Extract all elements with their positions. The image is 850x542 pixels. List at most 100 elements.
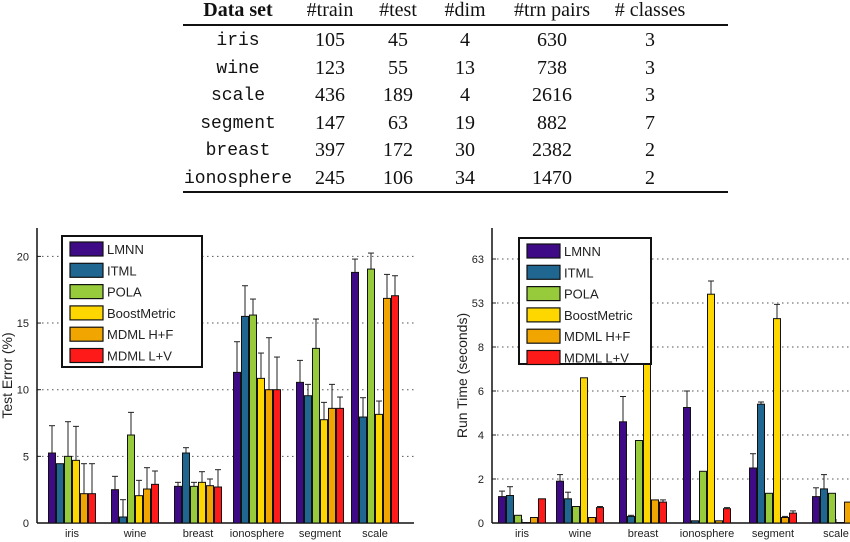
- column-header: #dim: [444, 0, 486, 21]
- x-tick-label: iris: [65, 528, 80, 540]
- y-tick-label: 20: [17, 251, 29, 263]
- bar-lmnn-ionosphere: [233, 371, 241, 524]
- x-tick-label: ionosphere: [230, 528, 284, 540]
- x-tick-label: breast: [628, 528, 659, 540]
- table-cell: 2616: [532, 84, 572, 107]
- table-cell: 19: [455, 111, 475, 134]
- table-cell: 55: [388, 56, 408, 79]
- table-cell: 3: [645, 56, 655, 79]
- legend-box: [61, 235, 203, 368]
- bar-mdml-l-v-ionosphere: [723, 508, 731, 524]
- bar-boostmetric-breast: [198, 481, 206, 524]
- bar-pola-wine: [572, 506, 580, 524]
- bar-pola-breast: [190, 485, 198, 524]
- bar-itml-iris: [56, 463, 64, 524]
- legend-label: POLA: [107, 285, 142, 300]
- bar-boostmetric-scale: [836, 522, 844, 524]
- column-header: #test: [379, 0, 417, 21]
- legend-label: MDML H+F: [564, 329, 630, 344]
- dataset-name-cell: iris: [216, 31, 260, 51]
- bar-mdml-l-v-wine: [596, 507, 604, 524]
- table-cell: 105: [315, 29, 345, 51]
- table-cell: 1470: [532, 167, 572, 189]
- y-tick-label: 5: [23, 451, 29, 463]
- table-cell: 13: [455, 56, 475, 79]
- bar-itml-ionosphere: [241, 315, 249, 524]
- table-cell: 4: [460, 84, 470, 107]
- bar-mdml-h-f-iris: [530, 517, 538, 524]
- table-row: segment 147 63 19 882 7: [183, 112, 728, 139]
- dataset-name-cell: wine: [216, 58, 260, 79]
- x-tick-label: ionosphere: [680, 528, 734, 540]
- y-tick-label: 53: [472, 298, 484, 310]
- table-row: breast 397 172 30 2382 2: [183, 139, 728, 166]
- bar-pola-segment: [312, 347, 320, 524]
- table-top-rule: [183, 24, 728, 26]
- bar-mdml-h-f-segment: [328, 407, 336, 524]
- bar-itml-segment: [304, 395, 312, 524]
- y-tick-label: 0: [478, 518, 484, 530]
- legend-label: LMNN: [107, 242, 144, 257]
- legend-label: POLA: [564, 287, 599, 302]
- table-row: scale 436 189 4 2616 3: [183, 84, 728, 111]
- bar-pola-ionosphere: [699, 470, 707, 524]
- table-cell: 630: [537, 29, 567, 51]
- bar-pola-iris: [514, 514, 522, 524]
- bar-lmnn-scale: [812, 496, 820, 524]
- bar-itml-ionosphere: [691, 520, 699, 524]
- bar-itml-scale: [359, 416, 367, 524]
- table-cell: 30: [455, 139, 475, 162]
- bar-mdml-l-v-wine: [151, 483, 159, 524]
- table-header-row: Data set #train #test #dim #trn pairs # class…: [183, 0, 728, 26]
- table-cell: 106: [383, 167, 413, 189]
- bar-mdml-h-f-segment: [781, 517, 789, 524]
- table-row: iris 105 45 4 630 3: [183, 29, 728, 56]
- y-tick-label: 10: [17, 385, 29, 397]
- bar-itml-wine: [564, 498, 572, 524]
- bar-boostmetric-ionosphere: [707, 293, 715, 524]
- bar-pola-ionosphere: [249, 314, 257, 524]
- bar-itml-wine: [119, 516, 127, 524]
- bar-lmnn-scale: [351, 271, 359, 524]
- table-cell: 7: [645, 111, 655, 134]
- bar-boostmetric-segment: [773, 318, 781, 524]
- table-cell: 2: [645, 167, 655, 189]
- bar-boostmetric-scale: [375, 413, 383, 524]
- table-cell: 147: [315, 111, 345, 134]
- bar-boostmetric-wine: [580, 377, 588, 524]
- legend-label: ITML: [107, 263, 137, 278]
- bar-pola-iris: [64, 455, 72, 524]
- dataset-name-cell: scale: [210, 86, 266, 107]
- bar-mdml-h-f-wine: [588, 517, 596, 524]
- legend-swatch: [69, 326, 104, 342]
- bar-lmnn-iris: [498, 496, 506, 524]
- bar-lmnn-iris: [48, 452, 56, 524]
- table-cell: 245: [315, 167, 345, 189]
- y-tick-label: 0: [23, 518, 29, 530]
- legend-label: ITML: [564, 265, 594, 280]
- bar-pola-wine: [127, 434, 135, 524]
- y-tick-label: 15: [17, 318, 29, 330]
- legend-swatch: [526, 349, 561, 366]
- legend-label: MDML L+V: [564, 351, 629, 366]
- dataset-name-cell: segment: [200, 113, 276, 134]
- table-cell: 123: [315, 56, 345, 79]
- bar-mdml-l-v-breast: [214, 486, 222, 524]
- table-cell: 3: [645, 29, 655, 51]
- table-bottom-rule: [183, 191, 728, 193]
- legend-swatch: [526, 328, 561, 344]
- column-header: #trn pairs: [513, 0, 591, 21]
- legend-label: BoostMetric: [564, 308, 633, 323]
- legend-label: BoostMetric: [107, 306, 176, 321]
- x-tick-label: segment: [752, 528, 794, 540]
- table-cell: 3: [645, 84, 655, 107]
- y-tick-label: 6: [478, 386, 484, 398]
- y-tick-label: 2: [478, 474, 484, 486]
- bar-mdml-h-f-ionosphere: [265, 389, 273, 524]
- y-tick-label: 4: [478, 430, 484, 442]
- bar-lmnn-breast: [174, 485, 182, 524]
- bar-pola-segment: [765, 492, 773, 524]
- y-axis-label: Test Error (%): [0, 332, 15, 418]
- table-cell: 4: [460, 29, 470, 51]
